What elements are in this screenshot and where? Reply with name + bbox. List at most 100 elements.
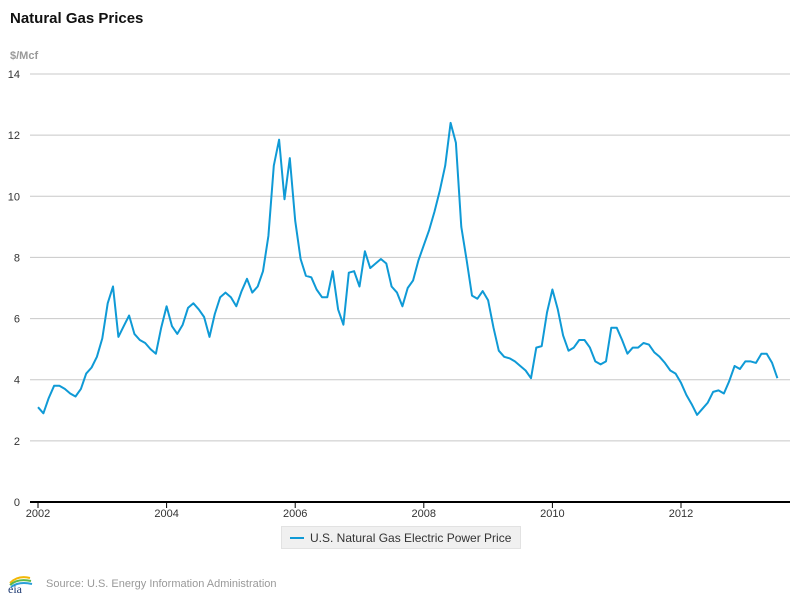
data-point[interactable] (587, 345, 593, 351)
data-point[interactable] (292, 218, 298, 224)
data-point[interactable] (357, 284, 363, 290)
data-point[interactable] (758, 351, 764, 357)
data-point[interactable] (774, 375, 780, 381)
data-point[interactable] (207, 334, 213, 340)
data-point[interactable] (383, 261, 389, 267)
data-point[interactable] (35, 404, 41, 410)
data-point[interactable] (571, 345, 577, 351)
data-point[interactable] (753, 360, 759, 366)
data-point[interactable] (78, 386, 84, 392)
data-point[interactable] (716, 387, 722, 393)
data-point[interactable] (624, 351, 630, 357)
data-point[interactable] (174, 331, 180, 337)
data-point[interactable] (46, 395, 52, 401)
data-point[interactable] (737, 366, 743, 372)
data-point[interactable] (437, 187, 443, 193)
data-point[interactable] (228, 294, 234, 300)
data-point[interactable] (732, 363, 738, 369)
data-point[interactable] (415, 258, 421, 264)
data-point[interactable] (276, 137, 282, 143)
data-point[interactable] (51, 383, 57, 389)
data-point[interactable] (180, 322, 186, 328)
data-point[interactable] (651, 349, 657, 355)
data-point[interactable] (544, 310, 550, 316)
data-point[interactable] (362, 248, 368, 254)
data-point[interactable] (523, 368, 529, 374)
data-point[interactable] (721, 391, 727, 397)
data-point[interactable] (549, 287, 555, 293)
data-point[interactable] (340, 322, 346, 328)
data-point[interactable] (169, 323, 175, 329)
data-point[interactable] (426, 227, 432, 233)
data-point[interactable] (646, 342, 652, 348)
data-point[interactable] (448, 120, 454, 126)
data-point[interactable] (592, 358, 598, 364)
data-point[interactable] (148, 346, 154, 352)
data-point[interactable] (598, 361, 604, 367)
data-point[interactable] (378, 256, 384, 262)
data-point[interactable] (405, 285, 411, 291)
data-point[interactable] (94, 354, 100, 360)
data-point[interactable] (142, 340, 148, 346)
data-point[interactable] (458, 224, 464, 230)
data-point[interactable] (105, 300, 111, 306)
data-point[interactable] (239, 288, 245, 294)
data-point[interactable] (287, 155, 293, 161)
data-point[interactable] (389, 284, 395, 290)
data-point[interactable] (394, 290, 400, 296)
data-point[interactable] (635, 345, 641, 351)
data-point[interactable] (249, 290, 255, 296)
data-point[interactable] (528, 375, 534, 381)
data-point[interactable] (324, 294, 330, 300)
data-point[interactable] (158, 325, 164, 331)
data-point[interactable] (351, 268, 357, 274)
data-point[interactable] (608, 325, 614, 331)
data-point[interactable] (164, 303, 170, 309)
data-point[interactable] (335, 306, 341, 312)
data-point[interactable] (110, 284, 116, 290)
data-point[interactable] (694, 412, 700, 418)
data-point[interactable] (464, 258, 470, 264)
data-point[interactable] (298, 256, 304, 262)
data-point[interactable] (319, 294, 325, 300)
data-point[interactable] (442, 163, 448, 169)
data-point[interactable] (367, 265, 373, 271)
data-point[interactable] (662, 360, 668, 366)
data-point[interactable] (346, 270, 352, 276)
data-point[interactable] (678, 380, 684, 386)
data-point[interactable] (641, 340, 647, 346)
data-point[interactable] (244, 276, 250, 282)
data-point[interactable] (265, 233, 271, 239)
data-point[interactable] (303, 273, 309, 279)
data-point[interactable] (501, 354, 507, 360)
data-point[interactable] (314, 287, 320, 293)
data-point[interactable] (153, 351, 159, 357)
data-point[interactable] (673, 371, 679, 377)
data-point[interactable] (485, 297, 491, 303)
data-point[interactable] (410, 277, 416, 283)
data-point[interactable] (255, 284, 261, 290)
data-point[interactable] (137, 337, 143, 343)
data-point[interactable] (212, 311, 218, 317)
data-point[interactable] (115, 334, 121, 340)
data-point[interactable] (582, 337, 588, 343)
data-point[interactable] (507, 355, 513, 361)
data-point[interactable] (699, 406, 705, 412)
data-point[interactable] (196, 306, 202, 312)
data-point[interactable] (742, 358, 748, 364)
data-point[interactable] (233, 303, 239, 309)
data-point[interactable] (614, 325, 620, 331)
data-point[interactable] (121, 323, 127, 329)
data-point[interactable] (480, 288, 486, 294)
data-point[interactable] (566, 348, 572, 354)
legend[interactable]: U.S. Natural Gas Electric Power Price (281, 526, 521, 549)
data-point[interactable] (469, 293, 475, 299)
data-point[interactable] (201, 314, 207, 320)
data-point[interactable] (330, 268, 336, 274)
data-point[interactable] (474, 296, 480, 302)
data-point[interactable] (657, 354, 663, 360)
data-point[interactable] (421, 242, 427, 248)
data-point[interactable] (769, 360, 775, 366)
data-point[interactable] (764, 351, 770, 357)
data-point[interactable] (62, 386, 68, 392)
